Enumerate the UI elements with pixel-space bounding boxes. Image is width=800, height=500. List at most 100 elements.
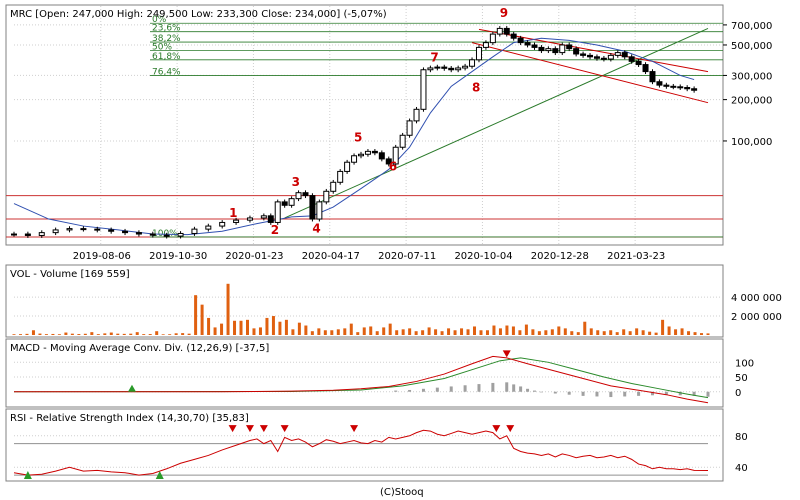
price-x-tick-label: 2020-12-28 — [531, 251, 589, 262]
fib-level-label: 0% — [152, 15, 167, 25]
macd-histogram-bar — [664, 391, 668, 395]
candle-body — [531, 44, 538, 48]
candle-body — [378, 152, 385, 160]
candle-body — [684, 87, 691, 90]
price-y-tick-label: 100,000 — [731, 137, 772, 148]
candle-body — [559, 44, 566, 54]
macd-signal-line — [13, 357, 709, 399]
candle-body — [469, 59, 476, 67]
rsi-buy-marker — [23, 471, 32, 479]
volume-bar — [635, 328, 639, 335]
volume-bar — [181, 333, 185, 335]
candle-body — [510, 33, 517, 39]
volume-bar — [343, 328, 347, 335]
volume-bar — [284, 319, 288, 335]
macd-buy-marker — [127, 384, 136, 392]
candle-body — [621, 52, 628, 58]
candle-body — [628, 56, 635, 62]
price-x-tick-label: 2019-10-30 — [149, 251, 207, 262]
candle-body — [503, 27, 510, 35]
volume-bar — [382, 327, 386, 335]
footer-credit: (C)Stooq — [380, 487, 424, 498]
volume-bar — [25, 333, 29, 335]
volume-bar — [460, 328, 464, 335]
macd-panel-frame — [5, 338, 724, 408]
rsi-sell-marker — [492, 425, 501, 433]
volume-bar — [317, 328, 321, 335]
candle-body — [38, 232, 45, 236]
volume-bar — [44, 334, 48, 335]
macd-sell-marker — [502, 350, 511, 358]
volume-bar — [511, 326, 515, 335]
volume-bar — [83, 333, 87, 335]
candle-body — [246, 217, 253, 221]
trend-line — [284, 27, 709, 219]
rsi-panel-frame — [5, 408, 724, 482]
price-layer: 2019-08-06 2019-10-30 2020-01-23 2020-04-17… — [6, 6, 772, 262]
candle-body — [80, 228, 87, 231]
macd-panel-title: MACD - Moving Average Conv. Div. (12,26,… — [10, 343, 269, 354]
volume-bar — [531, 329, 535, 335]
price-panel-title: MRC [Open: 247,000 High: 249,500 Low: 23… — [10, 9, 387, 20]
volume-bar — [155, 331, 159, 335]
wave-label: 3 — [292, 175, 300, 189]
wave-label: 8 — [472, 80, 480, 94]
candle-body — [413, 108, 420, 122]
price-y-tick-label: 500,000 — [731, 41, 772, 52]
volume-bar — [12, 334, 16, 335]
volume-bar — [680, 328, 684, 335]
candle-body — [593, 56, 600, 59]
candle-body — [434, 66, 441, 69]
volume-bar — [674, 329, 678, 335]
volume-bar — [622, 329, 626, 335]
volume-bar — [596, 330, 600, 335]
candle-body — [219, 221, 226, 227]
volume-bar — [388, 323, 392, 335]
volume-bar — [122, 333, 126, 335]
volume-bar — [291, 329, 295, 335]
volume-bar — [226, 283, 230, 335]
candle-body — [482, 42, 489, 48]
volume-bar — [336, 329, 340, 335]
macd-histogram-bar — [623, 391, 627, 397]
volume-bar — [70, 333, 74, 335]
fib-level-label: 61,8% — [152, 52, 181, 62]
candle-body — [344, 161, 351, 172]
candle-body — [552, 48, 559, 54]
volume-bar — [297, 322, 301, 335]
macd-y-tick-label: 50 — [735, 373, 748, 384]
fib-level-label: 76,4% — [152, 67, 181, 77]
channel-line — [471, 42, 709, 104]
volume-bar — [330, 330, 334, 335]
volume-bar — [414, 331, 418, 335]
candle-body — [427, 67, 434, 71]
fib-level-label: 50% — [152, 43, 172, 53]
candle-body — [566, 44, 573, 50]
volume-bar — [661, 319, 665, 335]
rsi-sell-marker — [245, 425, 254, 433]
rsi-y-tick-label: 40 — [735, 463, 748, 474]
candle-body — [524, 42, 531, 46]
candle-body — [385, 158, 392, 165]
volume-bar — [537, 331, 541, 335]
candle-body — [358, 153, 364, 157]
candle-body — [462, 65, 469, 69]
volume-bar — [589, 328, 593, 335]
volume-bar — [700, 333, 704, 335]
volume-bar — [518, 330, 522, 335]
macd-histogram-bar — [637, 391, 641, 396]
rsi-layer: 40 80 — [13, 425, 748, 479]
volume-bar — [356, 332, 360, 335]
volume-bar — [479, 330, 483, 335]
macd-histogram-bar — [539, 391, 543, 393]
candle-body — [399, 134, 406, 148]
volume-bar — [90, 332, 94, 335]
macd-histogram-bar — [519, 386, 523, 392]
volume-bar — [654, 332, 658, 335]
macd-histogram-bar — [477, 384, 481, 392]
candle-body — [309, 195, 316, 220]
candle-body — [52, 229, 59, 234]
price-x-tick-label: 2020-04-17 — [302, 251, 360, 262]
candle-body — [191, 228, 198, 234]
volume-bar — [258, 327, 262, 335]
